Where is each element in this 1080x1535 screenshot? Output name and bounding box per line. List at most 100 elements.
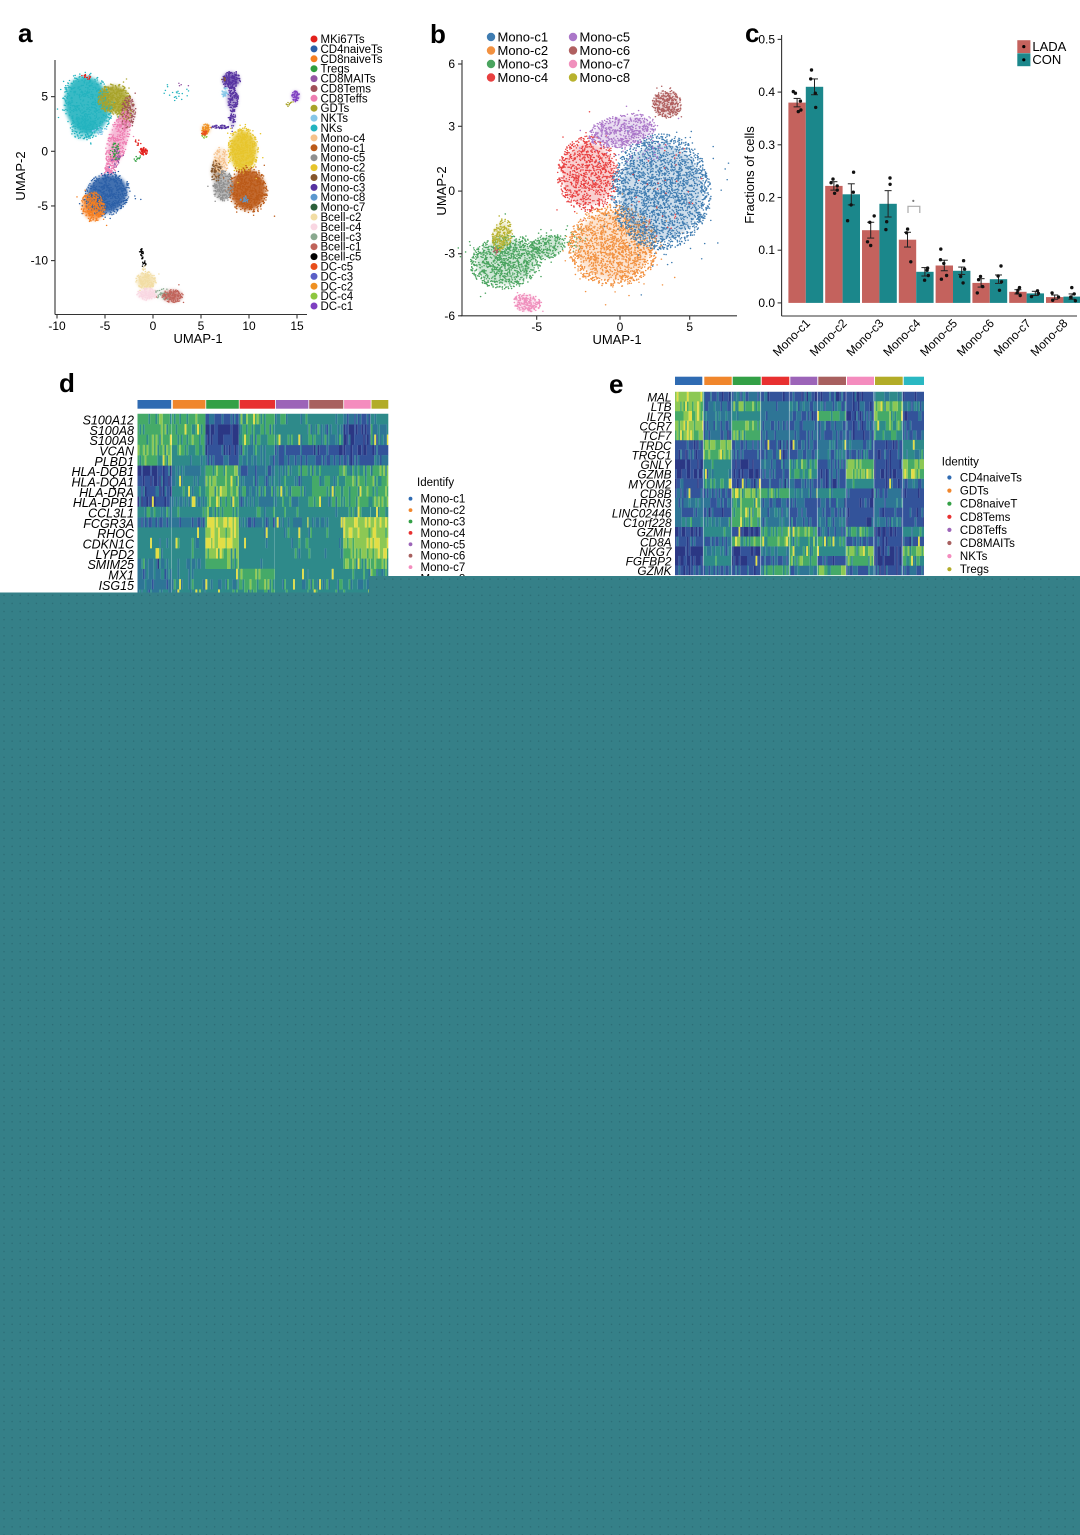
svg-text:S100A9: S100A9 — [90, 434, 135, 448]
svg-text:CD4naiveTs: CD4naiveTs — [960, 473, 1022, 485]
svg-text:0.2: 0.2 — [758, 191, 775, 205]
svg-text:Mono-c4: Mono-c4 — [321, 133, 366, 145]
svg-text:HLA-DPB1: HLA-DPB1 — [73, 496, 134, 510]
svg-text:a: a — [18, 18, 33, 48]
svg-text:0.4: 0.4 — [758, 85, 775, 99]
svg-text:MX1: MX1 — [108, 568, 134, 582]
svg-text:GZMK: GZMK — [637, 564, 672, 578]
svg-text:TCF7: TCF7 — [642, 429, 672, 443]
svg-text:RHOC: RHOC — [97, 527, 135, 541]
svg-text:CD8naiveTs: CD8naiveTs — [321, 54, 383, 66]
svg-text:ISG15: ISG15 — [99, 579, 134, 593]
svg-text:Mono-c8: Mono-c8 — [321, 192, 366, 204]
svg-text:Mono-c5: Mono-c5 — [580, 30, 631, 45]
svg-text:Bcell-c2: Bcell-c2 — [321, 212, 362, 224]
svg-text:Mono-c3: Mono-c3 — [421, 517, 466, 529]
svg-text:LADA: LADA — [1032, 39, 1066, 54]
svg-text:0: 0 — [448, 184, 455, 198]
svg-text:MKi67Ts: MKi67Ts — [321, 34, 365, 46]
svg-text:Tregs: Tregs — [960, 564, 989, 576]
svg-text:S100A8: S100A8 — [90, 424, 135, 438]
svg-text:Mono-c2: Mono-c2 — [321, 163, 366, 175]
svg-text:CD8Tems: CD8Tems — [321, 83, 372, 95]
svg-text:CDKN1C: CDKN1C — [83, 537, 135, 551]
svg-text:MYOM2: MYOM2 — [628, 477, 672, 491]
svg-text:NKG7: NKG7 — [639, 545, 672, 559]
svg-text:5: 5 — [686, 320, 693, 334]
svg-text:6: 6 — [448, 57, 455, 71]
svg-text:-5: -5 — [37, 199, 48, 213]
svg-text:GZMB: GZMB — [637, 468, 671, 482]
svg-text:LINC02446: LINC02446 — [612, 506, 672, 520]
svg-text:Mono-c3: Mono-c3 — [498, 57, 549, 72]
svg-text:CD8Teffs: CD8Teffs — [960, 525, 1007, 537]
svg-text:GNLY: GNLY — [640, 458, 672, 472]
svg-text:Mono-c7: Mono-c7 — [991, 316, 1034, 359]
svg-text:NKTs: NKTs — [321, 113, 349, 125]
svg-text:c: c — [745, 18, 759, 48]
svg-text:VCAN: VCAN — [99, 444, 135, 458]
svg-text:Identity: Identity — [942, 457, 979, 469]
svg-text:CD8Teffs: CD8Teffs — [321, 93, 368, 105]
svg-text:CD8A: CD8A — [640, 535, 672, 549]
svg-text:CD8MAITs: CD8MAITs — [960, 538, 1015, 550]
svg-text:TRDC: TRDC — [639, 439, 672, 453]
svg-text:15: 15 — [290, 319, 304, 333]
svg-text:CD8naiveT: CD8naiveT — [960, 499, 1018, 511]
svg-text:0.3: 0.3 — [758, 138, 775, 152]
svg-text:-10: -10 — [48, 319, 66, 333]
svg-text:FGFBP2: FGFBP2 — [626, 555, 672, 569]
svg-text:SMIM25: SMIM25 — [87, 558, 134, 572]
svg-text:-3: -3 — [444, 247, 455, 261]
svg-text:DC-c1: DC-c1 — [321, 301, 354, 313]
svg-text:Tregs: Tregs — [321, 64, 350, 76]
svg-text:CON: CON — [1032, 52, 1061, 67]
svg-text:CCL3L1: CCL3L1 — [88, 506, 134, 520]
svg-text:3: 3 — [448, 119, 455, 133]
svg-text:S100A12: S100A12 — [83, 414, 134, 428]
svg-text:NKs: NKs — [321, 123, 343, 135]
svg-text:NKTs: NKTs — [960, 551, 988, 563]
svg-text:Mono-c8: Mono-c8 — [1028, 316, 1071, 359]
svg-text:Fractions of cells: Fractions of cells — [742, 126, 757, 224]
svg-text:-6: -6 — [444, 309, 455, 323]
svg-text:DC-c5: DC-c5 — [321, 261, 354, 273]
svg-text:PLBD1: PLBD1 — [94, 455, 134, 469]
svg-text:5: 5 — [41, 90, 48, 104]
svg-text:DC-c4: DC-c4 — [321, 291, 354, 303]
svg-text:5: 5 — [198, 319, 205, 333]
svg-text:CCR7: CCR7 — [639, 419, 672, 433]
svg-text:-5: -5 — [531, 320, 542, 334]
svg-text:Identify: Identify — [417, 477, 454, 489]
svg-text:IL7R: IL7R — [647, 410, 672, 424]
svg-text:Mono-c1: Mono-c1 — [498, 30, 549, 45]
svg-text:Mono-c2: Mono-c2 — [498, 43, 549, 58]
svg-text:Mono-c4: Mono-c4 — [880, 316, 923, 359]
svg-text:Mono-c6: Mono-c6 — [321, 172, 366, 184]
svg-text:Bcell-c3: Bcell-c3 — [321, 232, 362, 244]
svg-text:Mono-c5: Mono-c5 — [917, 316, 960, 359]
svg-text:0: 0 — [617, 320, 624, 334]
svg-text:Mono-c1: Mono-c1 — [321, 143, 366, 155]
svg-text:Mono-c3: Mono-c3 — [321, 182, 366, 194]
svg-text:Mono-c6: Mono-c6 — [954, 316, 997, 359]
svg-text:0.1: 0.1 — [758, 243, 775, 257]
svg-text:UMAP-1: UMAP-1 — [592, 332, 641, 347]
svg-text:CD8MAITs: CD8MAITs — [321, 74, 376, 86]
svg-text:b: b — [430, 19, 446, 49]
svg-text:FCGR3A: FCGR3A — [83, 517, 134, 531]
svg-text:UMAP-2: UMAP-2 — [434, 166, 449, 215]
svg-text:DC-c2: DC-c2 — [321, 281, 354, 293]
svg-text:Mono-c7: Mono-c7 — [580, 57, 631, 72]
svg-text:-10: -10 — [31, 254, 49, 268]
svg-text:Mono-c1: Mono-c1 — [770, 316, 813, 359]
svg-text:Mono-c3: Mono-c3 — [844, 316, 887, 359]
svg-text:Mono-c2: Mono-c2 — [421, 505, 466, 517]
svg-text:Mono-c7: Mono-c7 — [421, 562, 466, 574]
svg-text:Bcell-c5: Bcell-c5 — [321, 252, 362, 264]
svg-text:CD8Tems: CD8Tems — [960, 512, 1011, 524]
svg-text:HLA-DRA: HLA-DRA — [79, 486, 134, 500]
svg-text:CD4naiveTs: CD4naiveTs — [321, 44, 383, 56]
svg-text:0.0: 0.0 — [758, 296, 775, 310]
svg-text:Mono-c6: Mono-c6 — [421, 551, 466, 563]
